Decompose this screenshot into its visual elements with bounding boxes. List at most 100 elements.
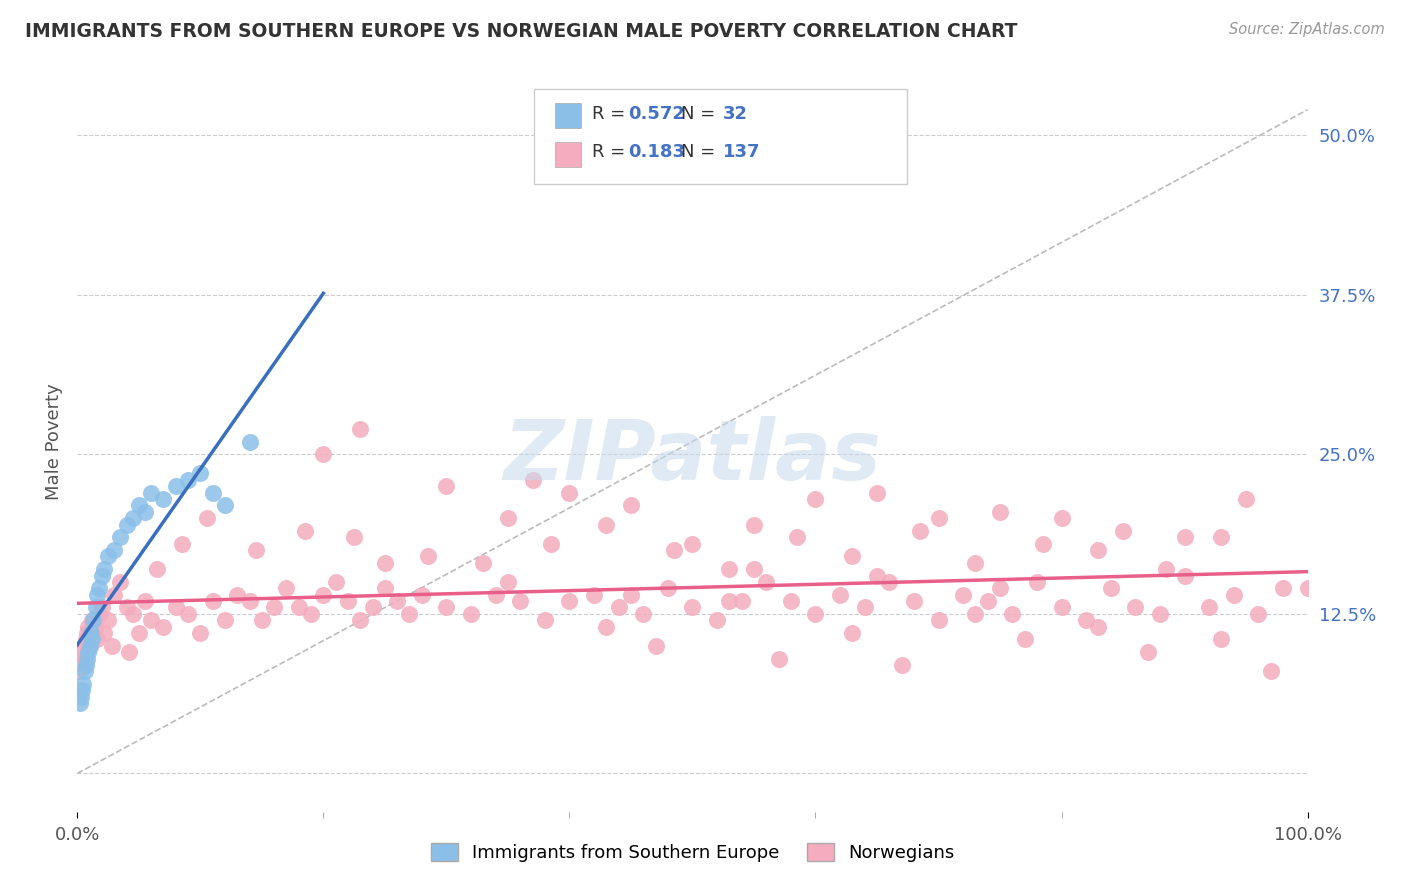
Point <box>226 588 249 602</box>
Point <box>1247 607 1270 621</box>
Point <box>682 536 704 550</box>
Point <box>73 665 96 679</box>
Point <box>460 607 482 621</box>
Point <box>472 556 495 570</box>
Point <box>128 626 150 640</box>
Point <box>75 632 97 647</box>
Point <box>103 588 125 602</box>
Text: R =: R = <box>592 105 631 123</box>
Point <box>79 639 101 653</box>
Point <box>141 613 163 627</box>
Point <box>70 651 93 665</box>
Point <box>965 607 987 621</box>
Point <box>75 657 97 672</box>
Point <box>1032 536 1054 550</box>
Point <box>509 594 531 608</box>
Point <box>374 556 396 570</box>
Point <box>146 562 169 576</box>
Point <box>374 582 396 596</box>
Point <box>93 562 115 576</box>
Point <box>250 613 273 627</box>
Point <box>1211 530 1233 544</box>
Point <box>988 505 1011 519</box>
Point <box>485 588 508 602</box>
Point <box>558 594 581 608</box>
Point <box>110 530 132 544</box>
Point <box>1099 582 1122 596</box>
Point <box>72 657 94 672</box>
Point <box>595 619 617 633</box>
Point <box>436 479 458 493</box>
Point <box>188 626 212 640</box>
Point <box>239 434 262 449</box>
Point <box>76 626 98 640</box>
Point <box>416 549 439 564</box>
Point <box>70 683 93 698</box>
Point <box>620 588 643 602</box>
Point <box>82 632 104 647</box>
Point <box>411 588 433 602</box>
Point <box>90 600 114 615</box>
Point <box>633 607 655 621</box>
Point <box>398 607 420 621</box>
Point <box>1174 568 1197 582</box>
Point <box>620 499 643 513</box>
Point <box>118 645 141 659</box>
Point <box>1014 632 1036 647</box>
Point <box>76 651 98 665</box>
Point <box>77 645 100 659</box>
Point <box>89 607 111 621</box>
Point <box>890 657 912 672</box>
Point <box>841 626 863 640</box>
Point <box>288 600 311 615</box>
Point <box>903 594 925 608</box>
Point <box>657 582 679 596</box>
Point <box>1001 607 1024 621</box>
Point <box>742 562 765 576</box>
Point <box>786 530 808 544</box>
Point <box>1272 582 1295 596</box>
Point <box>1154 562 1177 576</box>
Point <box>853 600 876 615</box>
Point <box>965 556 987 570</box>
Point <box>1149 607 1171 621</box>
Point <box>299 607 322 621</box>
Point <box>263 600 285 615</box>
Point <box>97 549 120 564</box>
Point <box>866 568 889 582</box>
Point <box>908 524 931 538</box>
Point <box>152 619 174 633</box>
Point <box>928 511 950 525</box>
Point <box>1026 574 1049 589</box>
Point <box>82 613 104 627</box>
Point <box>1198 600 1220 615</box>
Point <box>1125 600 1147 615</box>
Point <box>755 574 778 589</box>
Point <box>121 511 143 525</box>
Point <box>73 639 96 653</box>
Point <box>115 517 138 532</box>
Text: N =: N = <box>681 143 720 161</box>
Point <box>496 574 519 589</box>
Point <box>1112 524 1135 538</box>
Point <box>607 600 630 615</box>
Point <box>1223 588 1246 602</box>
Point <box>70 645 93 659</box>
Point <box>214 499 236 513</box>
Point <box>177 473 200 487</box>
Point <box>90 568 114 582</box>
Point <box>83 619 105 633</box>
Point <box>1076 613 1098 627</box>
Legend: Immigrants from Southern Europe, Norwegians: Immigrants from Southern Europe, Norwegi… <box>423 836 962 870</box>
Point <box>1050 600 1073 615</box>
Point <box>988 582 1011 596</box>
Point <box>662 543 685 558</box>
Text: 32: 32 <box>723 105 748 123</box>
Point <box>188 467 212 481</box>
Point <box>239 594 262 608</box>
Point <box>77 619 100 633</box>
Point <box>201 485 224 500</box>
Point <box>522 473 544 487</box>
Point <box>866 485 889 500</box>
Point <box>349 422 371 436</box>
